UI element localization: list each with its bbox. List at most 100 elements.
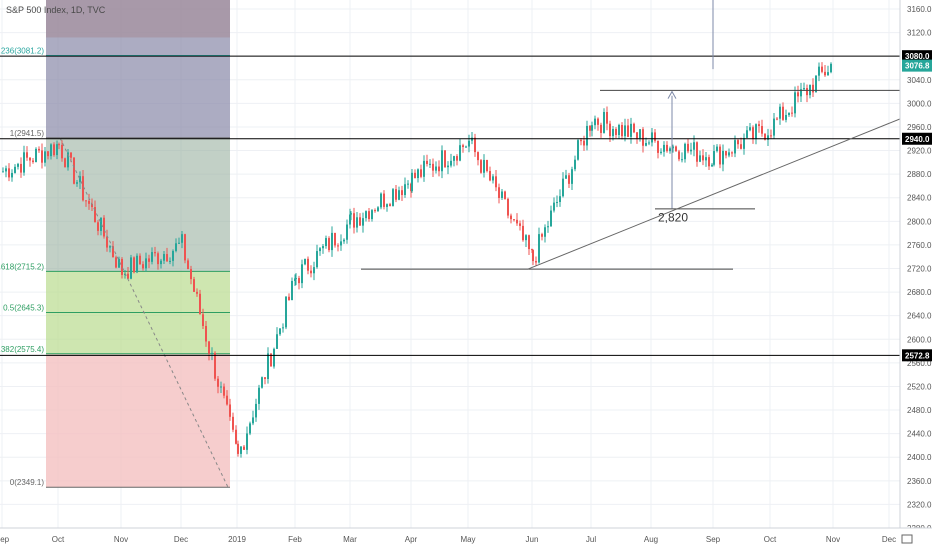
- candle: [151, 247, 153, 265]
- candle-body: [148, 258, 150, 262]
- candle: [705, 152, 707, 167]
- y-tick-label: 2840.0: [907, 194, 932, 203]
- candle-body: [295, 278, 297, 280]
- candle-body: [346, 224, 348, 240]
- candle-body: [577, 140, 579, 160]
- candle-body: [474, 137, 476, 153]
- y-tick-label: 2720.0: [907, 265, 932, 274]
- candle: [516, 213, 518, 226]
- candle: [606, 106, 608, 131]
- candle: [23, 145, 25, 176]
- candle-body: [696, 142, 698, 162]
- candle-body: [136, 255, 138, 273]
- candle-body: [322, 246, 324, 249]
- y-tick-label: 3120.0: [907, 29, 932, 38]
- candle: [374, 208, 376, 213]
- candle-body: [255, 403, 257, 418]
- candle-body: [462, 145, 464, 148]
- candle: [404, 177, 406, 198]
- candle: [806, 84, 808, 103]
- x-tick-label: Jun: [526, 535, 539, 544]
- candle: [438, 160, 440, 177]
- candle-body: [50, 144, 52, 157]
- candle-body: [288, 296, 290, 301]
- candle: [752, 125, 754, 144]
- candle: [109, 245, 111, 253]
- candle-body: [301, 264, 303, 284]
- candle: [773, 113, 775, 139]
- candle-body: [827, 72, 829, 76]
- candle: [273, 347, 275, 369]
- candle-body: [782, 106, 784, 120]
- candle: [648, 140, 650, 146]
- candle: [568, 172, 570, 188]
- candle-body: [779, 106, 781, 119]
- candle-body: [106, 236, 108, 248]
- candle: [672, 144, 674, 153]
- candle-body: [337, 245, 339, 247]
- candle: [61, 140, 63, 162]
- candle-body: [594, 118, 596, 126]
- candle: [229, 398, 231, 421]
- candle-body: [70, 152, 72, 158]
- fib-level-label: 0.618(2715.2): [0, 262, 44, 271]
- candle-body: [398, 190, 400, 200]
- candle-body: [728, 152, 730, 156]
- candle-body: [41, 150, 43, 163]
- candle-body: [645, 143, 647, 146]
- candle: [181, 230, 183, 249]
- candle-body: [307, 258, 309, 271]
- y-tick-label: 3040.0: [907, 76, 932, 85]
- candle-body: [456, 156, 458, 161]
- candle: [591, 121, 593, 137]
- candle-body: [544, 227, 546, 237]
- candle-body: [788, 112, 790, 115]
- candle: [522, 219, 524, 242]
- candle: [666, 141, 668, 153]
- candle: [365, 210, 367, 222]
- candle: [510, 213, 512, 224]
- candle-body: [498, 187, 500, 198]
- candle-body: [654, 132, 656, 141]
- candle-body: [157, 253, 159, 265]
- candle: [252, 410, 254, 426]
- candle: [465, 145, 467, 148]
- candle-body: [818, 66, 820, 76]
- candle-body: [627, 125, 629, 137]
- candle: [294, 274, 296, 286]
- candle-body: [483, 159, 485, 173]
- candle: [782, 102, 784, 121]
- candle-body: [85, 200, 87, 202]
- x-tick-label: Mar: [343, 535, 357, 544]
- candle: [731, 151, 733, 157]
- fib-level-label: 1.236(3081.2): [0, 46, 44, 55]
- candle: [5, 165, 7, 178]
- candle-body: [414, 172, 416, 179]
- candle: [258, 384, 260, 410]
- price-tag-2572: 2572.8: [905, 351, 930, 360]
- candle: [20, 157, 22, 178]
- candle: [41, 143, 43, 169]
- candle: [532, 249, 534, 266]
- candle: [371, 209, 373, 222]
- candle-body: [252, 417, 254, 424]
- candle-body: [713, 151, 715, 165]
- candle: [148, 254, 150, 269]
- candle-body: [411, 172, 413, 192]
- candle-body: [389, 204, 391, 206]
- candle-body: [737, 140, 739, 145]
- x-tick-label: Dec: [882, 535, 896, 544]
- candle: [716, 144, 718, 153]
- candle: [660, 148, 662, 155]
- candle-body: [273, 348, 275, 367]
- candle: [349, 208, 351, 229]
- y-tick-label: 2520.0: [907, 382, 932, 391]
- candle-body: [261, 377, 263, 388]
- candle: [450, 153, 452, 168]
- candle-body: [205, 325, 207, 342]
- candle: [56, 140, 58, 160]
- candle: [94, 200, 96, 223]
- candle-body: [776, 118, 778, 120]
- candle: [498, 183, 500, 204]
